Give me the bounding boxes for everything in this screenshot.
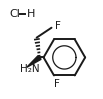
Polygon shape: [27, 56, 41, 67]
Text: Cl: Cl: [9, 9, 20, 19]
Text: F: F: [54, 79, 59, 89]
Text: F: F: [56, 21, 61, 31]
Text: H: H: [26, 9, 35, 19]
Text: H₂N: H₂N: [20, 64, 39, 74]
